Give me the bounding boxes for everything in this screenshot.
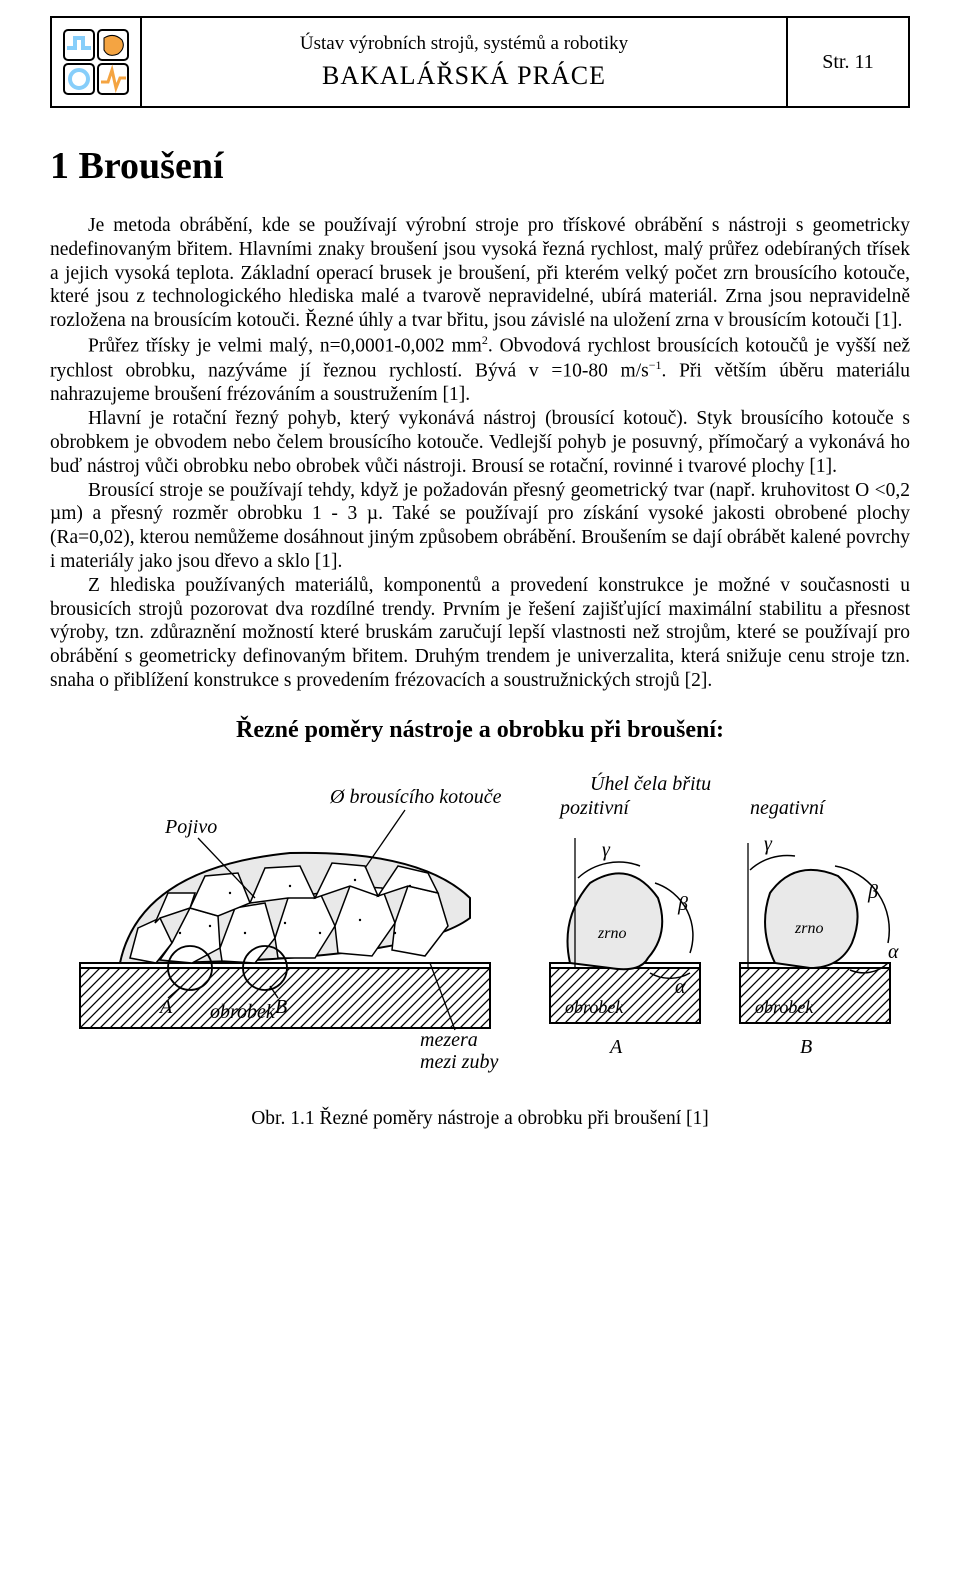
label-B-left: B: [275, 996, 287, 1018]
figure-svg: obrobek: [60, 758, 900, 1078]
label-mezera: mezera: [420, 1029, 478, 1051]
figure-subtitle: Řezné poměry nástroje a obrobku při brou…: [50, 717, 910, 744]
header-logo: [52, 18, 142, 106]
label-B-right: B: [800, 1036, 812, 1058]
figure-right-a: Úhel čela břitu pozitivní obrobek zrno γ…: [550, 771, 711, 1058]
label-A-left: A: [158, 996, 173, 1018]
figure-container: obrobek: [50, 758, 910, 1078]
header-doc-type: BAKALÁŘSKÁ PRÁCE: [322, 61, 606, 91]
label-negativni: negativní: [750, 797, 827, 819]
label-alpha-a: α: [675, 976, 686, 998]
label-pojivo: Pojivo: [164, 816, 217, 838]
paragraph-1: Je metoda obrábění, kde se používají výr…: [50, 214, 910, 333]
label-beta-a: β: [677, 893, 688, 915]
label-uhel: Úhel čela břitu: [590, 771, 711, 795]
label-alpha-b: α: [888, 941, 899, 963]
section-title: 1 Broušení: [50, 144, 910, 188]
figure-caption: Obr. 1.1 Řezné poměry nástroje a obrobku…: [50, 1108, 910, 1130]
label-obrobek-a: obrobek: [565, 997, 624, 1017]
label-gamma-b: γ: [764, 833, 773, 855]
header-center: Ústav výrobních strojů, systémů a roboti…: [142, 18, 788, 106]
label-obrobek-b: obrobek: [755, 997, 814, 1017]
label-mezi-zuby: mezi zuby: [420, 1051, 498, 1073]
figure-right-b: negativní obrobek zrno γ β α: [740, 797, 899, 1058]
header-institute: Ústav výrobních strojů, systémů a roboti…: [300, 33, 628, 55]
label-zrno-a: zrno: [597, 925, 626, 942]
label-zrno-b: zrno: [794, 920, 823, 937]
label-pozitivni: pozitivní: [558, 797, 631, 819]
p2-part-a: Průřez třísky je velmi malý, n=0,0001-0,…: [88, 335, 482, 356]
paragraph-3: Hlavní je rotační řezný pohyb, který vyk…: [50, 407, 910, 478]
p2-sup-2: −1: [649, 358, 662, 372]
label-beta-b: β: [867, 881, 878, 903]
paragraph-4: Brousící stroje se používají tehdy, když…: [50, 479, 910, 574]
paragraph-2: Průřez třísky je velmi malý, n=0,0001-0,…: [50, 333, 910, 407]
logo-icon: [60, 26, 132, 98]
figure-left: obrobek: [80, 786, 502, 1073]
label-obrobek-left: obrobek: [210, 1001, 276, 1023]
header-page-number: Str. 11: [788, 18, 908, 106]
body-text: Je metoda obrábění, kde se používají výr…: [50, 214, 910, 693]
label-gamma-a: γ: [602, 839, 611, 861]
label-A-right: A: [608, 1036, 623, 1058]
label-diameter: Ø brousícího kotouče: [329, 786, 502, 808]
page-header: Ústav výrobních strojů, systémů a roboti…: [50, 16, 910, 108]
paragraph-5: Z hlediska používaných materiálů, kompon…: [50, 574, 910, 693]
page: Ústav výrobních strojů, systémů a roboti…: [0, 0, 960, 1574]
